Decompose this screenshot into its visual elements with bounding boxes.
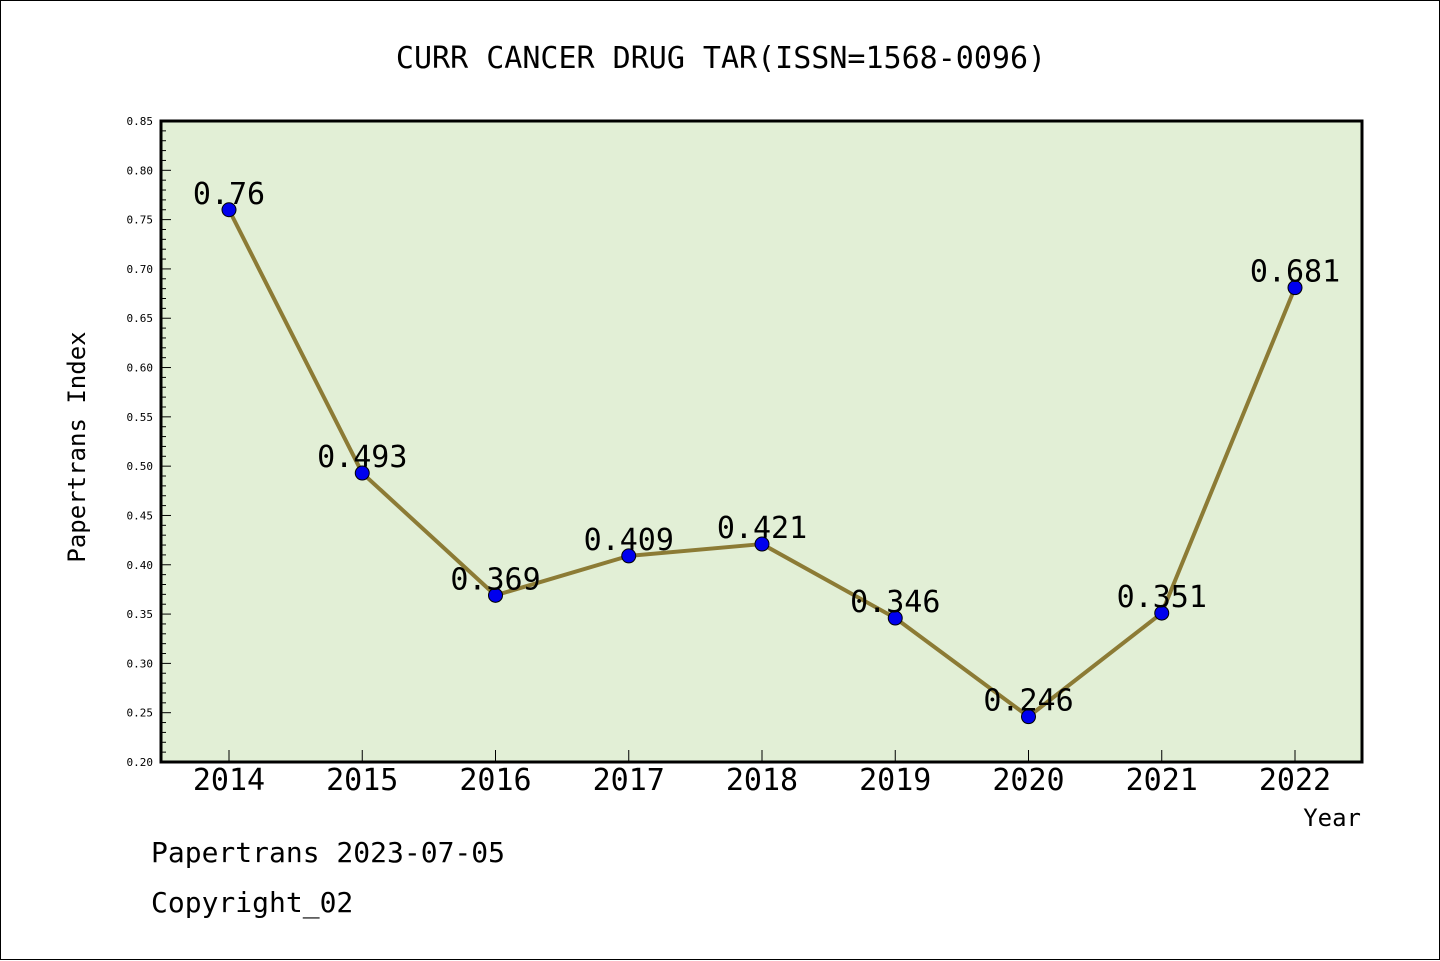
y-tick-label: 0.50	[127, 460, 154, 473]
y-tick-label: 0.30	[127, 657, 154, 670]
footer-date: Papertrans 2023-07-05	[151, 836, 506, 869]
y-axis-label: Papertrans Index	[63, 331, 91, 562]
y-tick-label: 0.55	[127, 411, 154, 424]
data-label: 0.351	[1117, 580, 1207, 615]
x-tick-label: 2017	[593, 763, 665, 798]
y-tick-label: 0.60	[127, 362, 154, 375]
x-tick-label: 2022	[1259, 763, 1331, 798]
x-tick-label: 2018	[726, 763, 798, 798]
x-axis: 2014 2015 2016 2017 2018 2019 2020 2021 2022	[193, 750, 1331, 798]
y-tick-label: 0.20	[127, 756, 154, 769]
y-tick-label: 0.35	[127, 608, 154, 621]
x-tick-label: 2015	[326, 763, 398, 798]
data-point	[488, 587, 503, 603]
data-label: 0.369	[450, 562, 540, 597]
plot-border	[159, 119, 1364, 764]
y-tick-label: 0.25	[127, 707, 154, 720]
y-axis: 0.20 0.25 0.30 0.35 0.40 0.45 0.50 0.55 0.60 0.65…	[127, 115, 171, 769]
data-point	[1154, 605, 1170, 621]
data-point	[754, 536, 770, 552]
data-label: 0.76	[193, 177, 265, 212]
data-point	[354, 465, 370, 481]
y-tick-label: 0.40	[127, 559, 154, 572]
data-label: 0.421	[717, 511, 807, 546]
data-point	[1021, 709, 1036, 725]
data-label: 0.246	[983, 684, 1073, 719]
data-point	[887, 610, 903, 626]
y-tick-label: 0.70	[127, 263, 154, 276]
chart-title: CURR CANCER DRUG TAR(ISSN=1568-0096)	[396, 41, 1046, 76]
y-tick-label: 0.75	[127, 214, 154, 227]
data-label: 0.346	[850, 585, 940, 620]
data-label: 0.493	[317, 440, 407, 475]
x-tick-label: 2019	[859, 763, 931, 798]
data-point	[621, 548, 637, 564]
y-tick-label: 0.65	[127, 312, 154, 325]
data-point	[1287, 280, 1303, 296]
data-point	[221, 202, 237, 218]
footer-copyright: Copyright_02	[151, 886, 354, 919]
y-tick-label: 0.80	[127, 164, 154, 177]
data-label: 0.681	[1250, 255, 1340, 290]
x-tick-label: 2021	[1126, 763, 1198, 798]
y-tick-label: 0.85	[127, 115, 154, 128]
data-label: 0.409	[584, 523, 674, 558]
x-tick-label: 2020	[992, 763, 1064, 798]
x-axis-label: Year	[1303, 804, 1361, 832]
x-tick-label: 2016	[459, 763, 531, 798]
x-tick-label: 2014	[193, 763, 265, 798]
series-layer: 0.76 0.493 0.369 0.409 0.421 0.346 0.246 0.351 0…	[193, 177, 1340, 725]
y-tick-label: 0.45	[127, 509, 154, 522]
plot-area	[161, 121, 1362, 762]
